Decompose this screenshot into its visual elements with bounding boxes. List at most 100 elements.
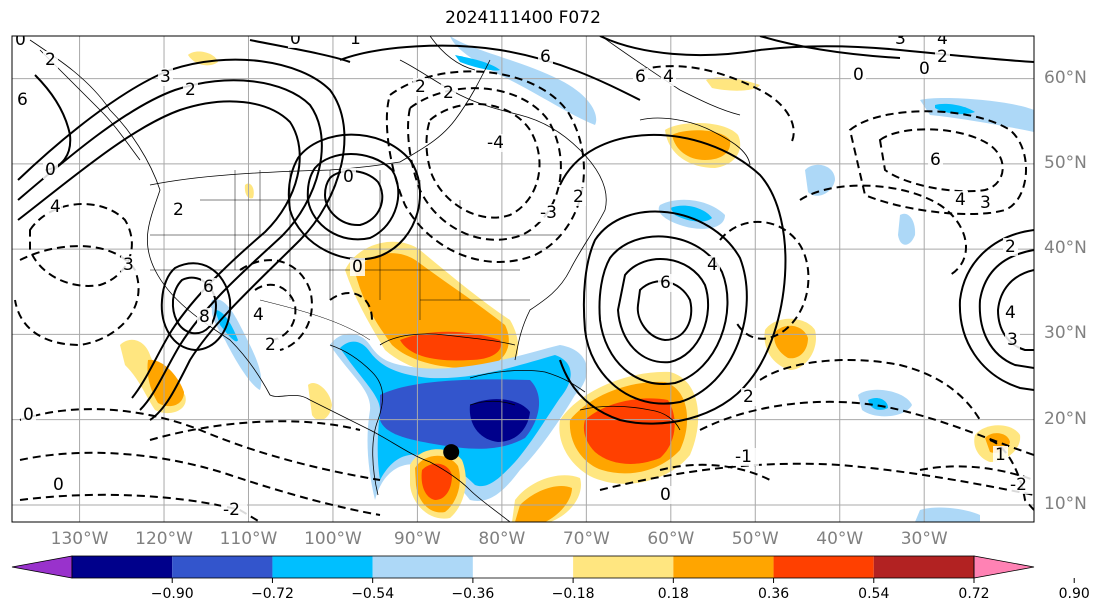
colorbar-label-0: −0.90 [150,586,194,602]
contour-label-bg-7 [413,78,428,96]
longitude-label-8: 50°W [731,529,779,549]
contour-label-bg-31 [350,258,365,276]
contour-label-bg-13 [935,36,950,48]
contour-label-bg-45 [571,188,586,206]
contour-label-14: 2 [937,47,948,67]
contour-label-7: 2 [415,77,426,97]
contour-label-37: 0 [660,485,671,505]
state-borders [150,170,560,341]
contour-label-bg-5 [348,36,363,48]
colorbar-segment-4 [472,556,574,578]
contour-label-bg-38 [51,476,66,494]
contour-label-bg-42 [485,134,511,152]
storm-center-marker [443,444,460,461]
contour-label-1: 2 [45,50,56,70]
contour-label-33: 6 [660,273,671,293]
contour-label-13: 4 [937,29,948,49]
longitude-label-3: 100°W [304,529,362,549]
map-title: 2024111400 F072 [445,8,601,28]
longitude-label-2: 110°W [219,529,278,549]
contour-label-20: 2 [1005,237,1016,257]
contour-label-bg-2 [15,91,30,109]
contour-label-32: 0 [343,167,354,187]
contour-label-12: 3 [895,29,906,49]
contour-label-9: 6 [635,67,646,87]
contour-label-bg-20 [1003,238,1018,256]
contour-label-bg-27 [201,278,216,296]
contour-label-bg-33 [658,274,673,292]
contour-label-bg-12 [893,36,908,48]
contour-label-bg-25 [171,201,186,219]
contour-label-40: 1 [995,445,1006,465]
longitude-label-4: 90°W [393,529,441,549]
contour-label-38: 0 [53,475,64,495]
contour-label-bg-26 [121,256,136,274]
contour-label-bg-36 [733,448,759,466]
colorbar-label-4: −0.18 [551,586,595,602]
colorbar-label-3: −0.36 [451,586,495,602]
contour-label-bg-39 [21,406,36,424]
contour-label-bg-35 [741,388,756,406]
longitude-label-9: 40°W [816,529,864,549]
contour-label-18: 4 [955,190,966,210]
contour-label-23: 0 [45,160,56,180]
contour-label-25: 2 [173,200,184,220]
contour-label-bg-29 [251,306,266,324]
colorbar-segment-3 [372,556,473,578]
latitude-label-0: 10°N [1044,493,1087,514]
contour-label-bg-17 [928,151,943,169]
contour-label-10: 4 [663,67,674,87]
colorbar-segment-0 [72,556,173,578]
colorbar-extend-high [973,555,1035,579]
colorbar-segment-6 [673,556,774,578]
contour-label-26: 3 [123,255,134,275]
contour-label-44: -2 [223,500,240,520]
contour-label-bg-22 [1005,331,1020,349]
contour-label-22: 3 [1007,330,1018,350]
contour-label-28: 8 [199,307,210,327]
contour-label-bg-8 [441,84,456,102]
longitude-label-7: 60°W [647,529,695,549]
contour-label-bg-16 [917,60,932,78]
contour-label-bg-32 [341,168,356,186]
latitude-label-4: 50°N [1044,152,1087,173]
contour-label-45: 2 [573,187,584,207]
colorbar-segment-1 [172,556,273,578]
latitude-label-3: 40°N [1044,238,1087,259]
contour-label-2: 6 [17,90,28,110]
colorbar-segment-7 [773,556,874,578]
contour-label-bg-3 [158,68,173,86]
contour-label-bg-9 [633,68,648,86]
contour-label-bg-21 [1003,304,1018,322]
contour-label-19: 3 [980,193,991,213]
contour-label-30: 2 [265,335,276,355]
contour-label-bg-6 [288,36,303,48]
contour-label-17: 6 [930,150,941,170]
colorbar-segment-2 [272,556,373,578]
contour-label-bg-1 [43,51,58,69]
contour-label-4: 2 [185,80,196,100]
contour-label-bg-0 [13,36,28,49]
contour-label-bg-40 [993,446,1008,464]
contour-label-bg-15 [851,66,866,84]
contour-label-bg-11 [538,48,553,66]
contour-label-bg-37 [658,486,673,504]
negative-contours [14,65,1034,522]
contour-label-bg-4 [183,81,198,99]
longitude-label-1: 120°W [135,529,193,549]
contour-label-bg-19 [978,194,993,212]
graticule [12,36,1034,522]
coastlines [29,36,751,522]
colorbar-label-9: 0.90 [1058,586,1090,602]
positive-contours [17,36,1034,425]
contour-label-15: 0 [853,65,864,85]
contour-label-3: 3 [160,67,171,87]
contour-label-16: 0 [919,59,930,79]
contour-label-bg-43 [538,204,564,222]
contour-label-bg-23 [43,161,58,179]
longitude-label-0: 130°W [50,529,109,549]
longitude-label-6: 70°W [562,529,610,549]
contour-label-bg-10 [661,68,676,86]
